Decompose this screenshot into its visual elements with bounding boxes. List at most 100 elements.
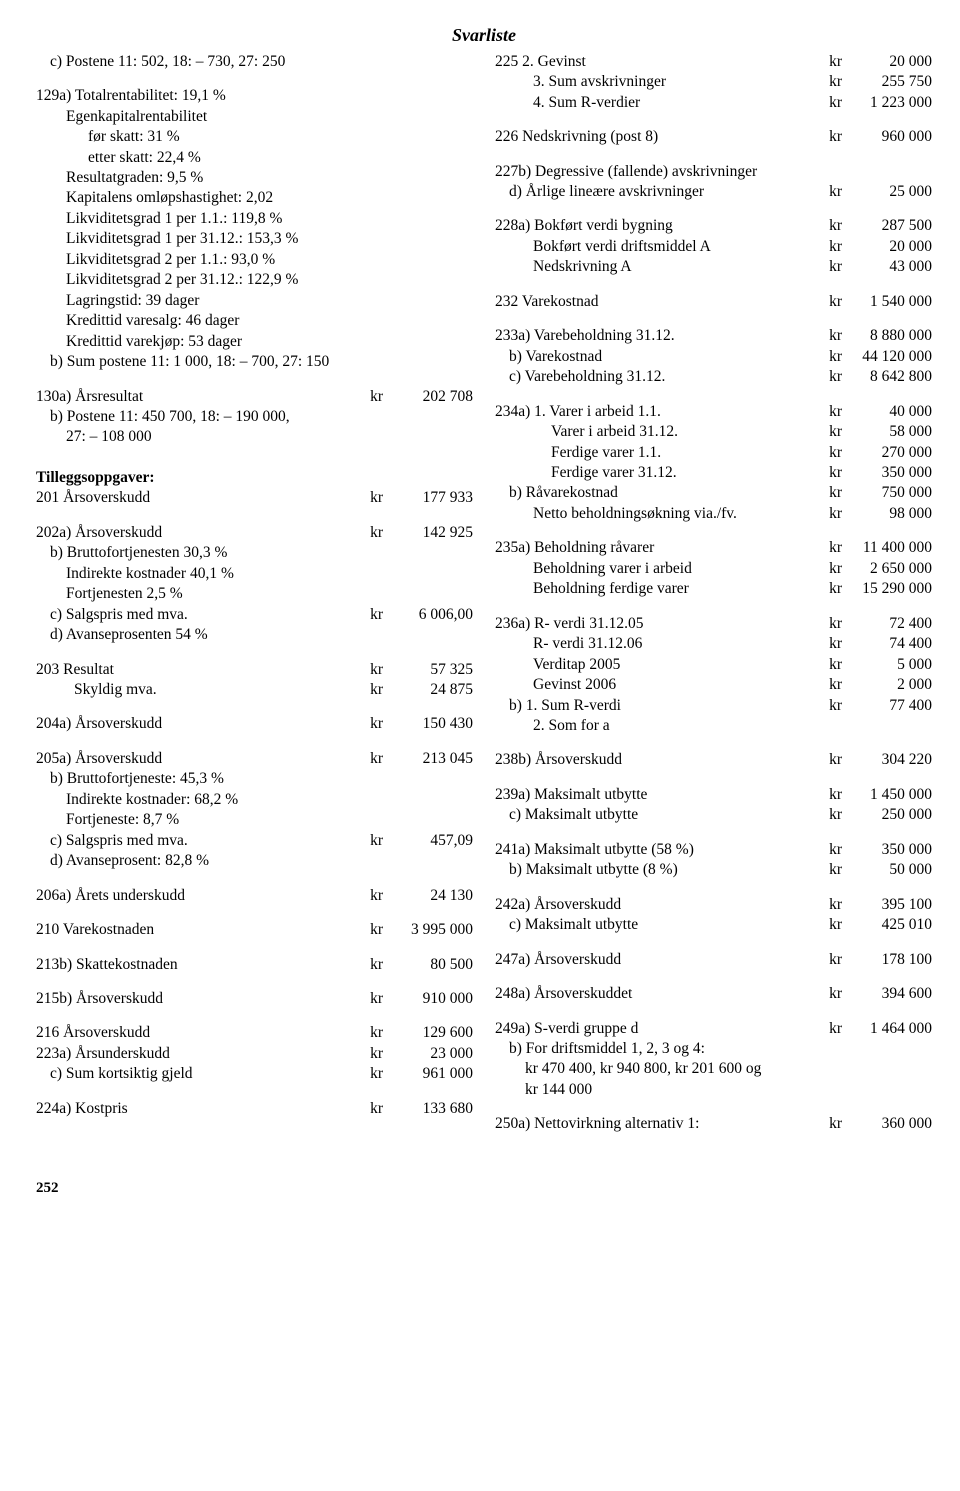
cur: kr bbox=[818, 52, 846, 72]
label: 238b) Årsoverskudd bbox=[495, 750, 818, 770]
val: 129 600 bbox=[387, 1023, 473, 1043]
cur: kr bbox=[359, 488, 387, 508]
cur: kr bbox=[818, 326, 846, 346]
line: b) Postene 11: 450 700, 18: – 190 000, bbox=[36, 407, 473, 427]
cur: kr bbox=[818, 93, 846, 113]
label: 232 Varekostnad bbox=[495, 292, 818, 312]
line: kr 470 400, kr 940 800, kr 201 600 og bbox=[495, 1059, 932, 1079]
line: d) Avanseprosenten 54 % bbox=[36, 625, 473, 645]
page-title: Svarliste bbox=[36, 24, 932, 48]
item-238: 238b) Årsoverskuddkr304 220 bbox=[495, 750, 932, 770]
item-248: 248a) Årsoverskuddetkr394 600 bbox=[495, 984, 932, 1004]
line: Likviditetsgrad 2 per 1.1.: 93,0 % bbox=[36, 250, 473, 270]
label: Gevinst 2006 bbox=[533, 675, 818, 695]
cur: kr bbox=[818, 72, 846, 92]
item-205: 205a) Årsoverskudd kr 213 045 b) Bruttof… bbox=[36, 749, 473, 872]
val: 1 464 000 bbox=[846, 1019, 932, 1039]
label: b) 1. Sum R-verdi bbox=[509, 696, 818, 716]
item-130: 130a) Årsresultat kr 202 708 b) Postene … bbox=[36, 387, 473, 448]
line: Lagringstid: 39 dager bbox=[36, 291, 473, 311]
line: b) Bruttofortjeneste: 45,3 % bbox=[36, 769, 473, 789]
val: 961 000 bbox=[387, 1064, 473, 1084]
label: 224a) Kostpris bbox=[36, 1099, 359, 1119]
val: 2 000 bbox=[846, 675, 932, 695]
cur: kr bbox=[818, 785, 846, 805]
cur: kr bbox=[818, 614, 846, 634]
cur: kr bbox=[818, 860, 846, 880]
item-c: c) Postene 11: 502, 18: – 730, 27: 250 bbox=[36, 52, 473, 72]
left-column: c) Postene 11: 502, 18: – 730, 27: 250 1… bbox=[36, 52, 473, 1149]
val: 8 880 000 bbox=[846, 326, 932, 346]
item-129: 129a) Totalrentabilitet: 19,1 % Egenkapi… bbox=[36, 86, 473, 372]
line: Fortjeneste: 8,7 % bbox=[36, 810, 473, 830]
cur: kr bbox=[818, 367, 846, 387]
val: 11 400 000 bbox=[846, 538, 932, 558]
val: 150 430 bbox=[387, 714, 473, 734]
cur: kr bbox=[359, 1064, 387, 1084]
val: 25 000 bbox=[846, 182, 932, 202]
cur: kr bbox=[818, 675, 846, 695]
line: før skatt: 31 % bbox=[36, 127, 473, 147]
label: 225 2. Gevinst bbox=[495, 52, 818, 72]
item-216-223: 216 Årsoverskuddkr129 600 223a) Årsunder… bbox=[36, 1023, 473, 1084]
line: Kapitalens omløpshastighet: 2,02 bbox=[36, 188, 473, 208]
line: Resultatgraden: 9,5 % bbox=[36, 168, 473, 188]
cur: kr bbox=[818, 483, 846, 503]
label: 250a) Nettovirkning alternativ 1: bbox=[495, 1114, 818, 1134]
line: 129a) Totalrentabilitet: 19,1 % bbox=[36, 86, 473, 106]
val: 142 925 bbox=[387, 523, 473, 543]
label: Netto beholdningsøkning via./fv. bbox=[533, 504, 818, 524]
line: 27: – 108 000 bbox=[36, 427, 473, 447]
label: Beholdning varer i arbeid bbox=[533, 559, 818, 579]
item-242: 242a) Årsoverskuddkr395 100 c) Maksimalt… bbox=[495, 895, 932, 936]
val: 44 120 000 bbox=[846, 347, 932, 367]
val: 6 006,00 bbox=[387, 605, 473, 625]
item-202: 202a) Årsoverskudd kr 142 925 b) Bruttof… bbox=[36, 523, 473, 646]
val: 213 045 bbox=[387, 749, 473, 769]
cur: kr bbox=[818, 538, 846, 558]
item-234: 234a) 1. Varer i arbeid 1.1.kr40 000 Var… bbox=[495, 402, 932, 525]
tillegg-header: Tilleggsoppgaver: bbox=[36, 468, 473, 488]
line: Likviditetsgrad 1 per 31.12.: 153,3 % bbox=[36, 229, 473, 249]
label: Nedskrivning A bbox=[533, 257, 818, 277]
label: b) Varekostnad bbox=[509, 347, 818, 367]
val: 133 680 bbox=[387, 1099, 473, 1119]
label: Verditap 2005 bbox=[533, 655, 818, 675]
label: 215b) Årsoverskudd bbox=[36, 989, 359, 1009]
cur: kr bbox=[359, 1023, 387, 1043]
val: 72 400 bbox=[846, 614, 932, 634]
item-215: 215b) Årsoverskuddkr910 000 bbox=[36, 989, 473, 1009]
cur: kr bbox=[359, 680, 387, 700]
val: 57 325 bbox=[387, 660, 473, 680]
item-250: 250a) Nettovirkning alternativ 1:kr360 0… bbox=[495, 1114, 932, 1134]
val: 74 400 bbox=[846, 634, 932, 654]
label: 223a) Årsunderskudd bbox=[36, 1044, 359, 1064]
val: 177 933 bbox=[387, 488, 473, 508]
label: Varer i arbeid 31.12. bbox=[551, 422, 818, 442]
item-233: 233a) Varebeholdning 31.12.kr8 880 000 b… bbox=[495, 326, 932, 387]
cur: kr bbox=[818, 840, 846, 860]
item-247: 247a) Årsoverskuddkr178 100 bbox=[495, 950, 932, 970]
val: 98 000 bbox=[846, 504, 932, 524]
label: 202a) Årsoverskudd bbox=[36, 523, 359, 543]
cur: kr bbox=[818, 216, 846, 236]
val: 80 500 bbox=[387, 955, 473, 975]
line: Fortjenesten 2,5 % bbox=[36, 584, 473, 604]
val: 40 000 bbox=[846, 402, 932, 422]
cur: kr bbox=[818, 127, 846, 147]
label: 3. Sum avskrivninger bbox=[533, 72, 818, 92]
cur: kr bbox=[818, 984, 846, 1004]
item-213: 213b) Skattekostnadenkr80 500 bbox=[36, 955, 473, 975]
cur: kr bbox=[359, 955, 387, 975]
val: 750 000 bbox=[846, 483, 932, 503]
cur: kr bbox=[818, 1114, 846, 1134]
label: Skyldig mva. bbox=[74, 680, 359, 700]
line: b) Sum postene 11: 1 000, 18: – 700, 27:… bbox=[36, 352, 473, 372]
item-203: 203 Resultat kr 57 325 Skyldig mva. kr 2… bbox=[36, 660, 473, 701]
cur: kr bbox=[818, 443, 846, 463]
line: Indirekte kostnader 40,1 % bbox=[36, 564, 473, 584]
cur: kr bbox=[359, 831, 387, 851]
val: 395 100 bbox=[846, 895, 932, 915]
val: 270 000 bbox=[846, 443, 932, 463]
cur: kr bbox=[359, 605, 387, 625]
